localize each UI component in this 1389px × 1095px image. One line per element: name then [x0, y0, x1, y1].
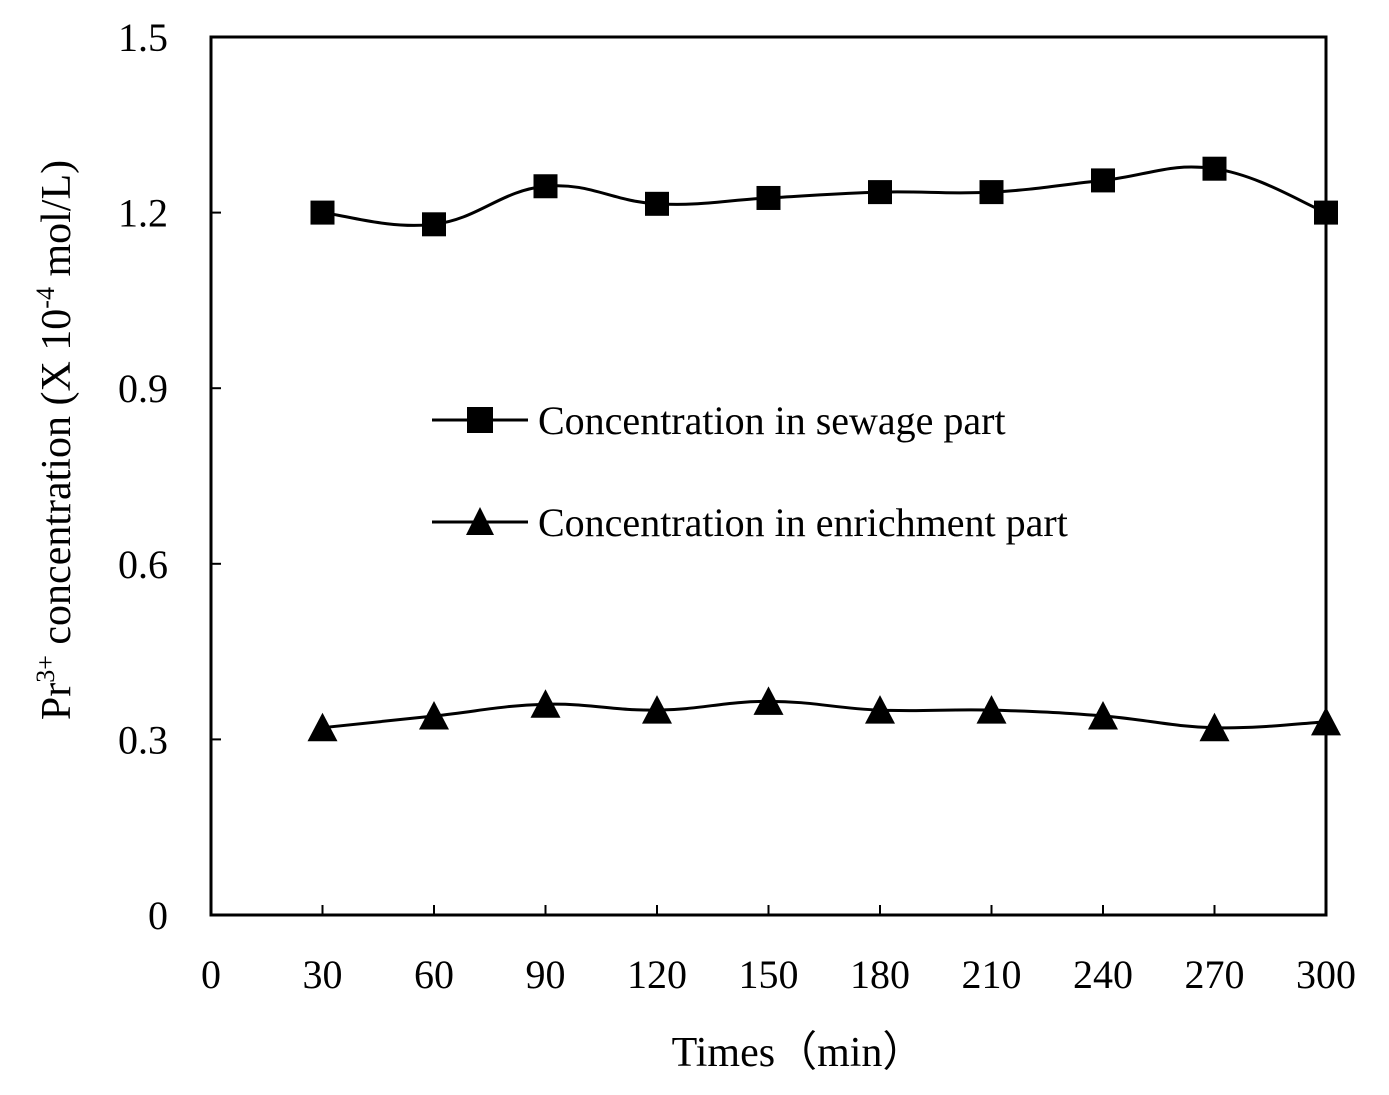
legend-marker-sewage — [467, 407, 493, 433]
y-label-suffix: mol/L) — [34, 160, 80, 287]
data-point-sewage — [979, 180, 1004, 205]
legend-label-sewage: Concentration in sewage part — [538, 398, 1006, 443]
data-point-enrichment — [1199, 712, 1230, 742]
x-tick-label: 210 — [962, 952, 1022, 997]
data-point-sewage — [1202, 156, 1227, 181]
data-point-sewage — [756, 185, 781, 210]
y-tick-label: 0.6 — [118, 542, 168, 587]
y-tick-label: 1.2 — [118, 191, 168, 236]
x-tick-label: 180 — [850, 952, 910, 997]
data-point-enrichment — [530, 689, 561, 718]
data-point-enrichment — [642, 695, 672, 724]
x-tick-label: 60 — [414, 952, 454, 997]
y-tick-label: 1.5 — [118, 15, 168, 60]
x-axis-label: Times（min） — [672, 1030, 925, 1076]
x-tick-label: 150 — [739, 952, 799, 997]
data-point-sewage — [533, 174, 558, 199]
x-tick-label: 300 — [1296, 952, 1356, 997]
y-label-prefix: Pr — [34, 683, 80, 720]
data-point-enrichment — [1311, 706, 1341, 736]
y-axis-label: Pr3+ concentration (X 10-4 mol/L) — [31, 160, 80, 720]
data-point-enrichment — [865, 695, 895, 724]
data-point-sewage — [310, 200, 335, 225]
x-tick-label: 270 — [1185, 952, 1245, 997]
x-tick-label: 90 — [526, 952, 566, 997]
data-point-enrichment — [976, 695, 1007, 724]
x-tick-label: 30 — [303, 952, 343, 997]
series-layer — [307, 156, 1341, 742]
data-point-enrichment — [307, 712, 338, 742]
data-point-enrichment — [1088, 700, 1118, 730]
legend-marker-enrichment — [466, 507, 494, 535]
series-line-enrichment — [322, 699, 1327, 730]
y-label-superscript: 3+ — [31, 655, 60, 683]
legend-label-enrichment: Concentration in enrichment part — [538, 500, 1068, 545]
data-point-enrichment — [419, 700, 449, 730]
plot-area-frame — [209, 35, 1328, 917]
legend: Concentration in sewage part Concentrati… — [432, 398, 1068, 545]
data-point-sewage — [645, 191, 669, 216]
y-tick-label: 0.9 — [118, 366, 168, 411]
data-point-enrichment — [753, 686, 784, 715]
x-tick-label: 120 — [627, 952, 687, 997]
y-label-middle: concentration (X 10 — [34, 309, 80, 655]
x-axis-ticks: 0 30 60 90 120 150 180 210 240 270 300 — [201, 905, 1356, 997]
data-point-sewage — [1314, 200, 1338, 225]
y-label-exponent: -4 — [31, 287, 60, 309]
y-tick-label: 0 — [148, 893, 168, 938]
data-point-sewage — [422, 212, 446, 237]
x-tick-label: 240 — [1073, 952, 1133, 997]
data-point-sewage — [868, 180, 892, 205]
series-line-sewage — [322, 165, 1327, 227]
x-tick-label: 0 — [201, 952, 221, 997]
y-tick-label: 0.3 — [118, 717, 168, 762]
data-point-sewage — [1091, 168, 1115, 193]
y-axis-ticks: 0 0.3 0.6 0.9 1.2 1.5 — [118, 15, 221, 938]
